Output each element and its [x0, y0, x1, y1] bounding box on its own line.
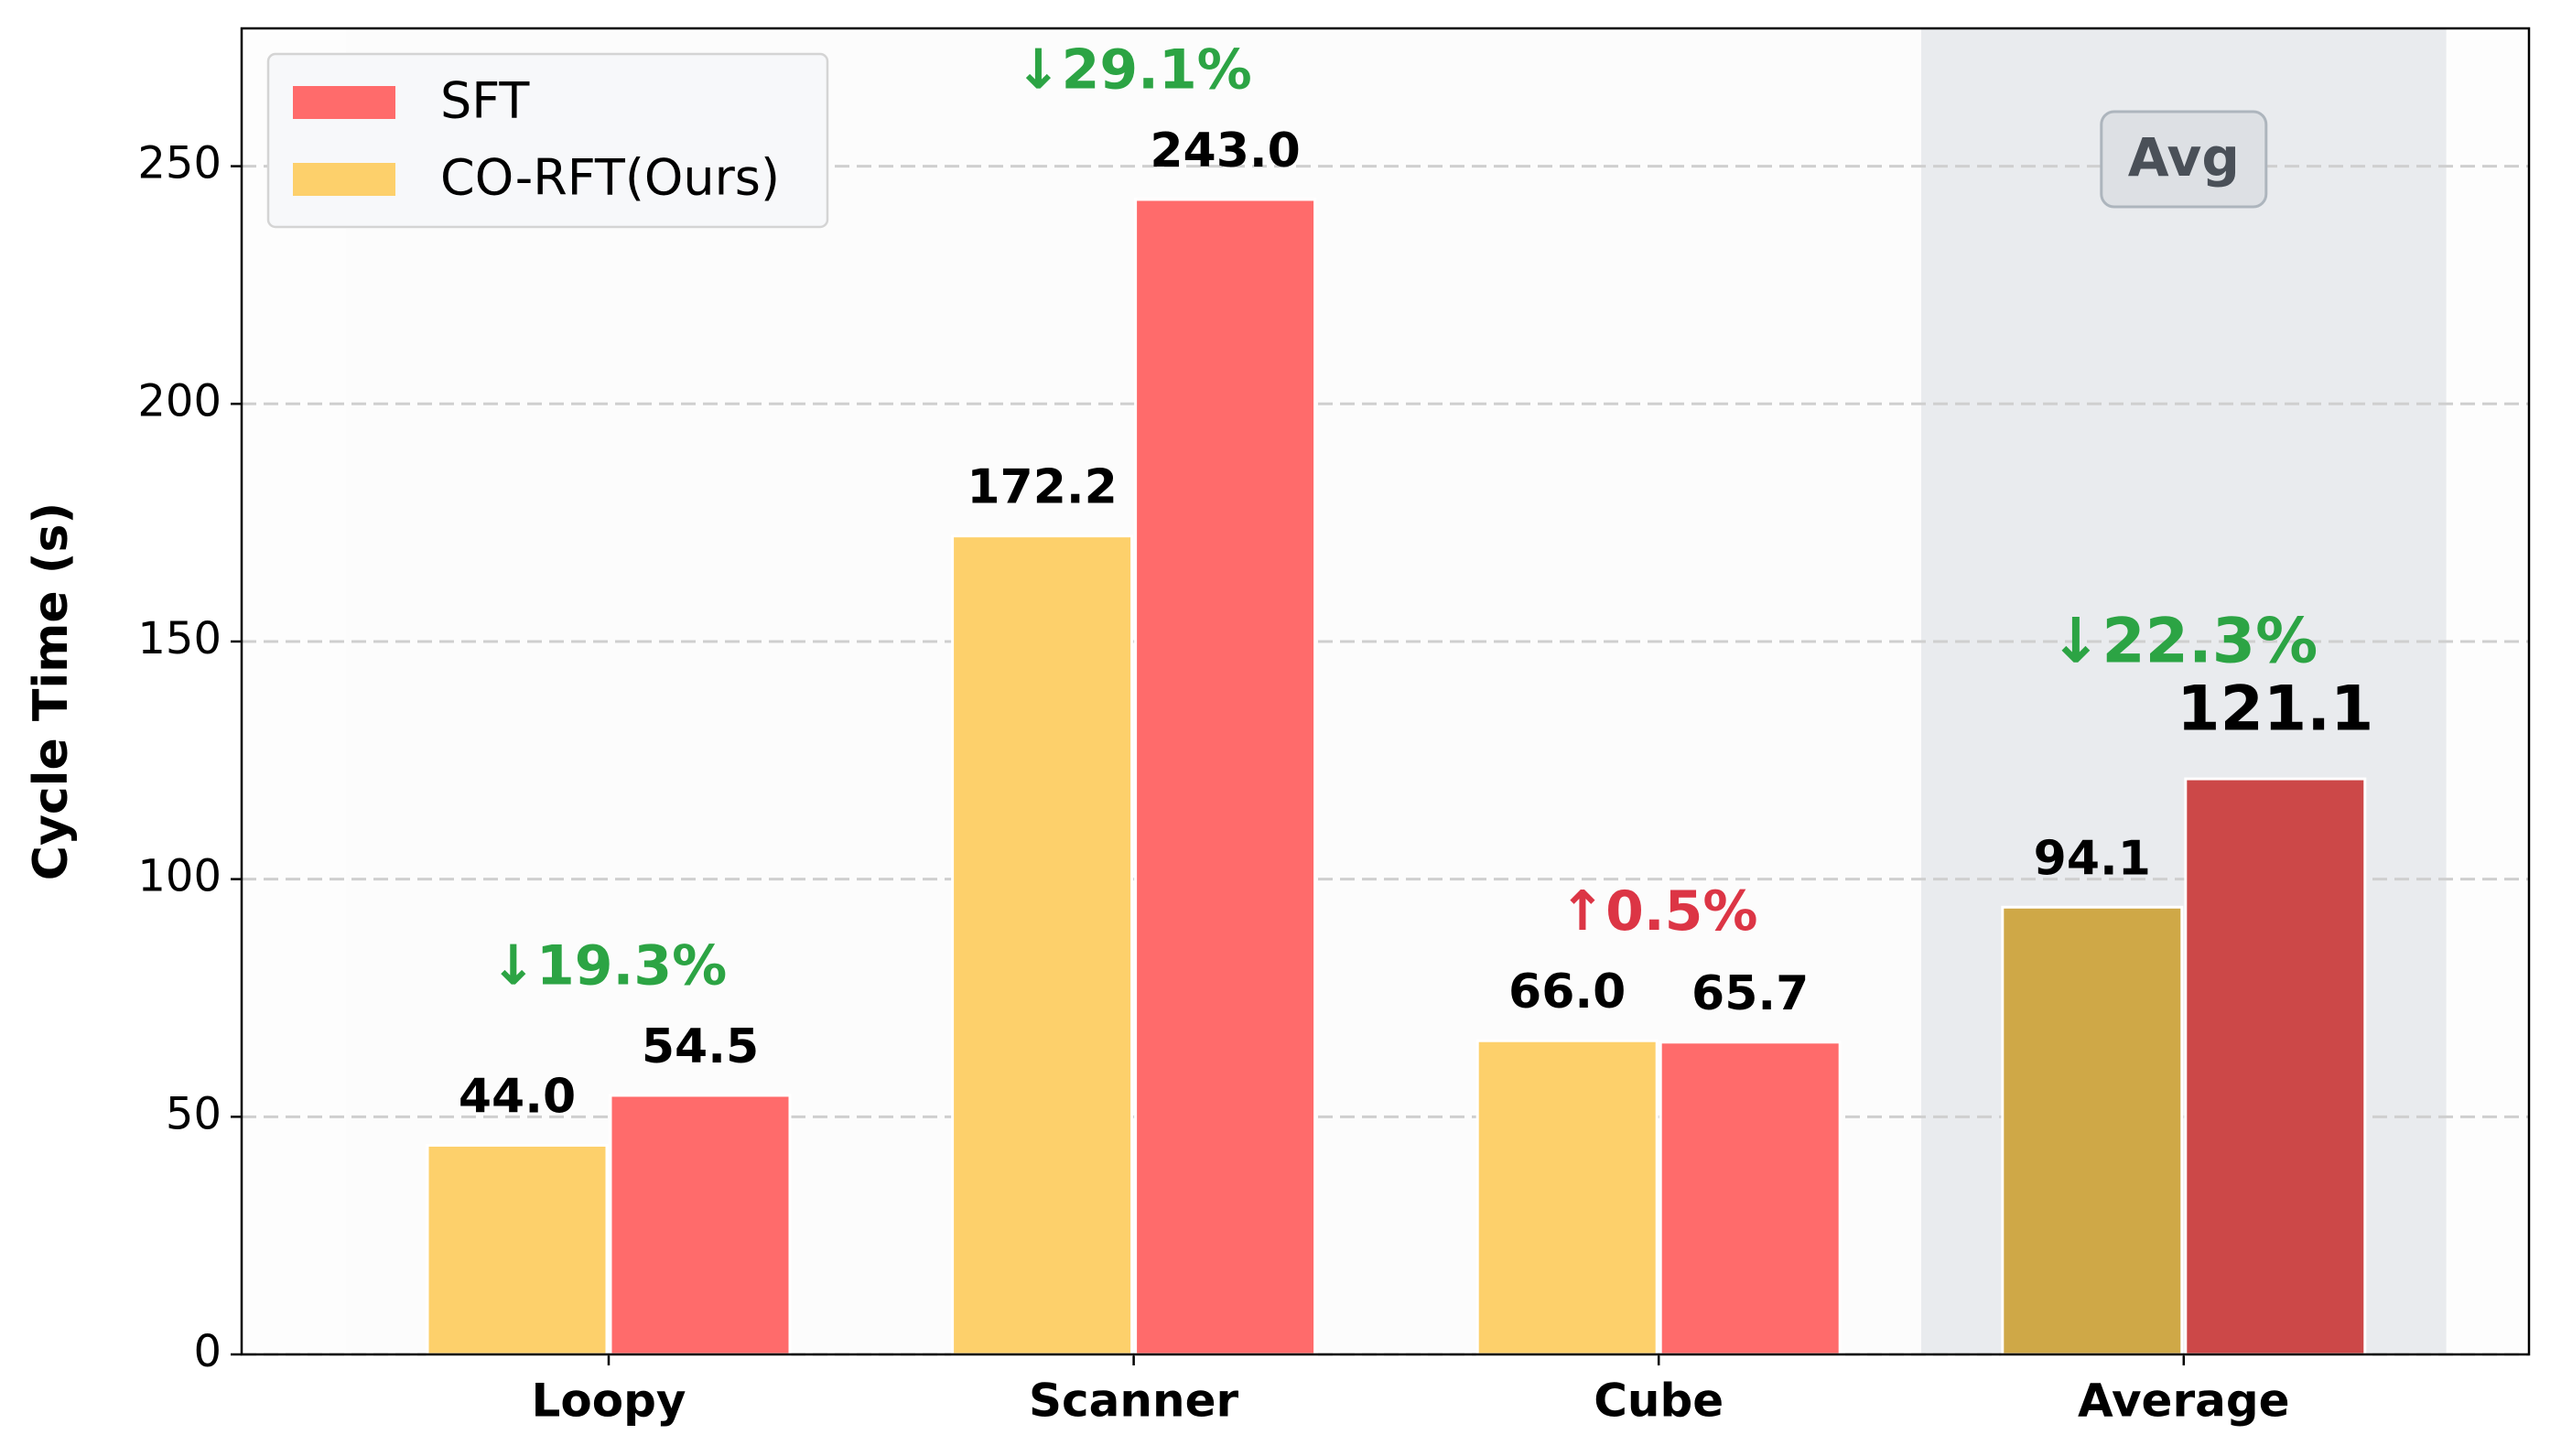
- highlight-badge: [2100, 110, 2268, 209]
- bar: [1134, 198, 1317, 1356]
- highlight-label: Avg: [2128, 126, 2240, 189]
- x-tick-label: Scanner: [1029, 1375, 1238, 1428]
- legend-swatch: [293, 163, 395, 196]
- legend-label: CO-RFT(Ours): [440, 149, 780, 207]
- value-label: 172.2: [967, 460, 1117, 515]
- value-label: 54.5: [642, 1019, 759, 1074]
- bar: [1659, 1041, 1842, 1356]
- value-label: 44.0: [459, 1069, 576, 1124]
- x-tick-label: Loopy: [532, 1375, 686, 1428]
- bar: [426, 1143, 609, 1356]
- bar: [2184, 777, 2367, 1356]
- y-axis-label: Cycle Time (s): [24, 502, 79, 880]
- bar: [1475, 1039, 1659, 1356]
- legend-label: SFT: [440, 72, 530, 130]
- change-annotation: ↓22.3%: [2049, 606, 2318, 678]
- y-tick-label: 250: [137, 138, 222, 189]
- x-tick-label: Average: [2078, 1375, 2290, 1428]
- bar: [951, 534, 1134, 1356]
- y-tick-label: 150: [137, 613, 222, 664]
- change-annotation: ↓19.3%: [491, 934, 727, 998]
- value-label: 94.1: [2034, 831, 2151, 886]
- y-tick-label: 200: [137, 375, 222, 426]
- value-label: 66.0: [1508, 965, 1626, 1019]
- bar: [609, 1094, 792, 1356]
- y-tick-label: 50: [166, 1088, 222, 1139]
- bar: [2001, 905, 2184, 1356]
- legend-box: [266, 52, 829, 229]
- plot-inner: [346, 28, 1922, 1354]
- value-label: 243.0: [1150, 124, 1300, 178]
- x-tick-label: Cube: [1594, 1375, 1724, 1428]
- y-tick-label: 100: [137, 851, 222, 902]
- legend-swatch: [293, 86, 395, 119]
- y-tick-label: 0: [193, 1326, 222, 1377]
- change-annotation: ↑0.5%: [1560, 879, 1758, 944]
- change-annotation: ↓29.1%: [1015, 38, 1251, 102]
- plot-frame: [240, 27, 2531, 1356]
- value-label: 65.7: [1691, 966, 1809, 1021]
- value-label: 121.1: [2177, 674, 2373, 746]
